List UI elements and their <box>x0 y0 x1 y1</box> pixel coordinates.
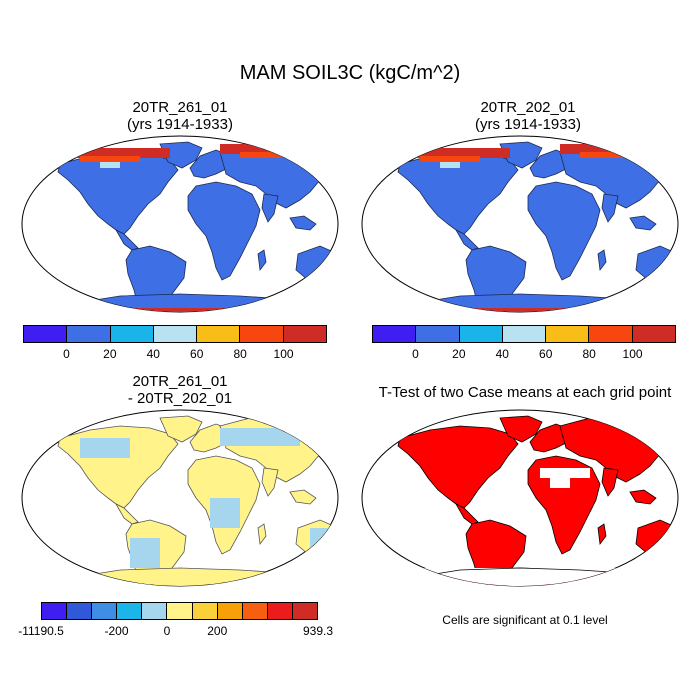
colorbar-top-right <box>372 325 676 343</box>
colorbar-tick-label: 0 <box>63 347 70 361</box>
map-bottom-left-difference <box>21 409 339 587</box>
colorbar-swatch <box>416 326 460 342</box>
colorbar-tick-label: 80 <box>582 347 596 361</box>
colorbar-swatch <box>546 326 590 342</box>
colorbar-tick-label: 0 <box>163 624 171 638</box>
colorbar-swatch <box>24 326 68 342</box>
colorbar-tick-label: 200 <box>207 624 228 638</box>
colorbar-swatch <box>283 326 326 342</box>
figure-title: MAM SOIL3C (kgC/m^2) <box>239 62 461 84</box>
colorbar-swatch <box>197 326 241 342</box>
colorbar-swatch <box>632 326 675 342</box>
panel-title-bottom-right: T-Test of two Case means at each grid po… <box>378 384 672 401</box>
colorbar-tick-label: 40 <box>495 347 509 361</box>
colorbar-swatch <box>242 603 268 619</box>
panel-title-top-left: 20TR_261_01 (yrs 1914-1933) <box>25 99 335 133</box>
colorbar-tick-label: -11190.5 <box>18 624 64 638</box>
colorbar-swatch <box>589 326 633 342</box>
colorbar-swatch <box>117 603 143 619</box>
colorbar-swatch <box>110 326 154 342</box>
colorbar-tick-label: 40 <box>146 347 160 361</box>
colorbar-swatch <box>217 603 243 619</box>
colorbar-swatch <box>153 326 198 342</box>
colorbar-swatch <box>192 603 218 619</box>
colorbar-tick-label: 20 <box>103 347 117 361</box>
colorbar-tick-label: 20 <box>452 347 466 361</box>
colorbar-tick-label: 100 <box>273 347 294 361</box>
map-top-right <box>361 135 679 313</box>
colorbar-swatch <box>92 603 118 619</box>
colorbar-swatch <box>292 603 318 619</box>
significance-note: Cells are significant at 0.1 level <box>442 613 608 627</box>
colorbar-swatch <box>267 603 293 619</box>
colorbar-swatch <box>167 603 193 619</box>
panel-title-top-right: 20TR_202_01 (yrs 1914-1933) <box>373 99 683 133</box>
colorbar-swatch <box>142 603 168 619</box>
colorbar-swatch <box>502 326 547 342</box>
colorbar-tick-label: 0 <box>412 347 419 361</box>
colorbar-swatch <box>373 326 417 342</box>
panel-title-line1: 20TR_261_01 <box>132 99 228 116</box>
panel-title-line2: - 20TR_202_01 <box>127 390 233 407</box>
colorbar-tick-label: 80 <box>233 347 247 361</box>
colorbar-top-left <box>23 325 327 343</box>
colorbar-tick-label: 100 <box>622 347 643 361</box>
panel-title-line1: 20TR_261_01 <box>132 373 228 390</box>
map-top-left <box>21 135 339 313</box>
colorbar-swatch <box>42 603 68 619</box>
panel-title-line1: 20TR_202_01 <box>480 99 576 116</box>
panel-title-line2: (yrs 1914-1933) <box>127 116 233 133</box>
colorbar-bottom-left <box>41 602 318 620</box>
map-bottom-right-ttest <box>361 409 679 587</box>
panel-title-line2: (yrs 1914-1933) <box>475 116 581 133</box>
difference-patches <box>80 428 330 568</box>
colorbar-tick-label: 939.3 <box>302 624 334 638</box>
colorbar-swatch <box>67 603 93 619</box>
colorbar-swatch <box>240 326 284 342</box>
colorbar-swatch <box>459 326 503 342</box>
colorbar-tick-label: -200 <box>104 624 129 638</box>
colorbar-swatch <box>67 326 111 342</box>
colorbar-tick-label: 60 <box>190 347 204 361</box>
panel-title-bottom-left: 20TR_261_01 - 20TR_202_01 <box>25 373 335 407</box>
colorbar-tick-label: 60 <box>539 347 553 361</box>
